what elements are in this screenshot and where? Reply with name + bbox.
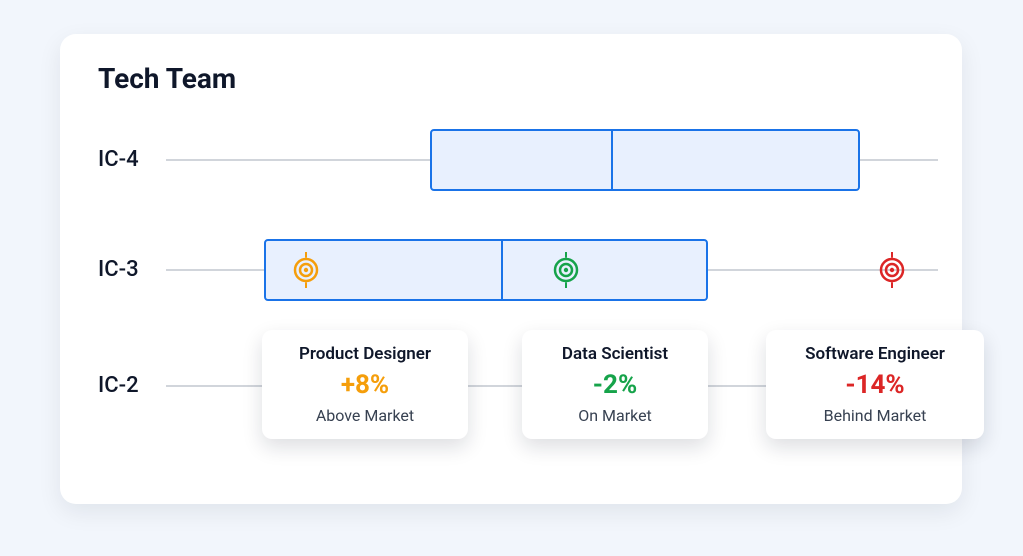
market-tooltip: Product Designer +8% Above Market: [262, 330, 468, 439]
target-marker-icon: [551, 252, 581, 288]
row-label-ic3: IC-3: [98, 257, 139, 282]
market-tooltip: Software Engineer -14% Behind Market: [766, 330, 984, 439]
row-label-ic2: IC-2: [98, 373, 139, 398]
tooltip-status: On Market: [540, 406, 690, 425]
market-tooltip: Data Scientist -2% On Market: [522, 330, 708, 439]
median-line-ic4: [611, 131, 613, 189]
tooltip-role: Software Engineer: [784, 344, 966, 364]
tooltip-value: +8%: [280, 370, 450, 400]
range-box-ic3: [264, 239, 708, 301]
tooltip-value: -14%: [784, 370, 966, 400]
tooltip-status: Behind Market: [784, 406, 966, 425]
tooltip-status: Above Market: [280, 406, 450, 425]
row-label-ic4: IC-4: [98, 147, 139, 172]
target-marker-icon: [877, 252, 907, 288]
median-line-ic3: [501, 241, 503, 299]
tooltip-role: Product Designer: [280, 344, 450, 364]
tooltip-role: Data Scientist: [540, 344, 690, 364]
tooltip-value: -2%: [540, 370, 690, 400]
range-box-ic4: [430, 129, 860, 191]
page-title: Tech Team: [98, 62, 236, 95]
target-marker-icon: [291, 252, 321, 288]
